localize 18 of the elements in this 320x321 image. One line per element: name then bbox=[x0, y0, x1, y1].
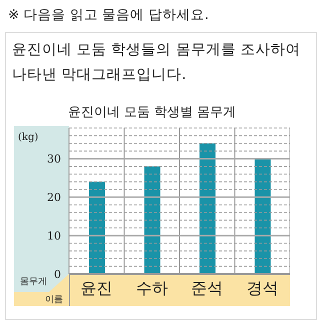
y-axis-title: 몸무게 bbox=[20, 276, 47, 288]
y-tick-label: 10 bbox=[47, 229, 61, 242]
bar bbox=[200, 143, 216, 274]
x-tick-label: 수하 bbox=[136, 278, 168, 298]
x-tick-label: 준석 bbox=[191, 278, 224, 298]
text: 윤진이네 모둠 학생들의 몸무게를 조사하여 나타낸 막대그래프입니다. bbox=[12, 41, 302, 85]
x-axis-title: 이름 bbox=[45, 294, 63, 306]
y-tick-label: 20 bbox=[47, 191, 61, 204]
chart-title: 윤진이네 모둠 학생별 몸무게 bbox=[66, 104, 238, 121]
bar bbox=[89, 182, 105, 274]
bar bbox=[254, 158, 271, 274]
x-tick-label: 윤진 bbox=[80, 278, 113, 298]
x-tick-label: 경석 bbox=[246, 278, 278, 298]
bar bbox=[144, 166, 160, 274]
text: (kg) bbox=[18, 132, 38, 143]
text: ※ 다음을 읽고 물음에 답하세요. bbox=[8, 6, 209, 24]
y-tick-label: 0 bbox=[54, 268, 61, 281]
y-tick-label: 30 bbox=[47, 152, 61, 166]
